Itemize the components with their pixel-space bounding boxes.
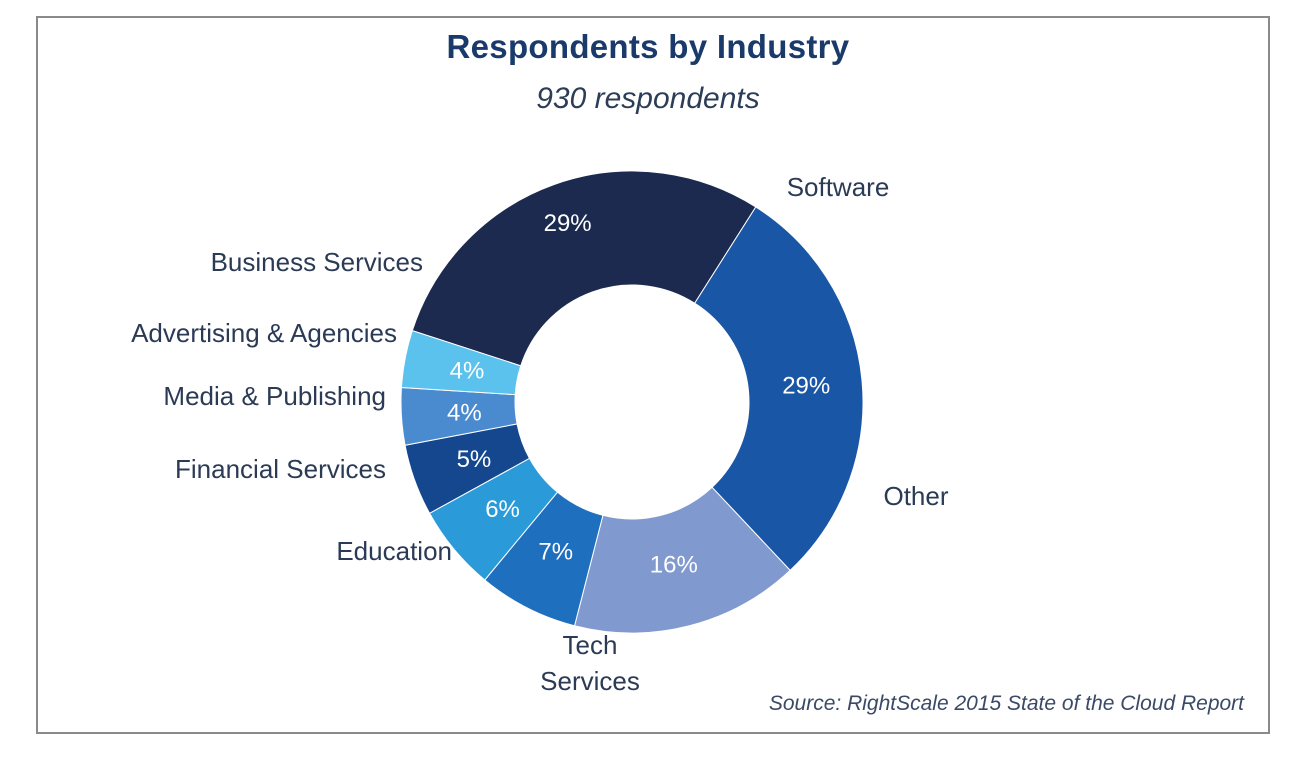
category-label-other: Other <box>883 481 948 511</box>
chart-source: Source: RightScale 2015 State of the Clo… <box>768 692 1244 715</box>
slice-category-labels: Software Other Tech Services Education Financ… <box>131 172 949 696</box>
pct-label-software: 29% <box>544 210 592 237</box>
pct-label-tech-services: 16% <box>650 552 698 579</box>
slice-tech-services <box>573 486 791 634</box>
category-label-tech-services: Tech Services <box>540 630 640 696</box>
category-label-education: Education <box>336 536 452 566</box>
donut-slices <box>400 170 864 634</box>
category-label-software: Software <box>787 172 890 202</box>
pct-label-business-services: 4% <box>450 358 485 385</box>
slice-other <box>694 206 864 572</box>
category-label-media-and-publishing: Media & Publishing <box>163 381 386 411</box>
chart-title: Respondents by Industry <box>446 28 850 65</box>
pct-label-advertising-and-agencies: 4% <box>447 400 482 427</box>
category-label-financial-services: Financial Services <box>175 454 386 484</box>
category-label-advertising-and-agencies: Advertising & Agencies <box>131 318 397 348</box>
chart-subtitle: 930 respondents <box>536 82 760 115</box>
slice-business-services <box>400 329 522 396</box>
pct-label-financial-services: 6% <box>485 496 520 523</box>
slice-percent-labels: 29% 29% 16% 7% 6% 5% 4% 4% <box>447 210 830 578</box>
pct-label-other: 29% <box>782 373 830 400</box>
slice-software <box>411 170 757 367</box>
category-label-business-services: Business Services <box>211 247 423 277</box>
pct-label-education: 7% <box>538 539 573 566</box>
pct-label-media-and-publishing: 5% <box>457 446 492 473</box>
